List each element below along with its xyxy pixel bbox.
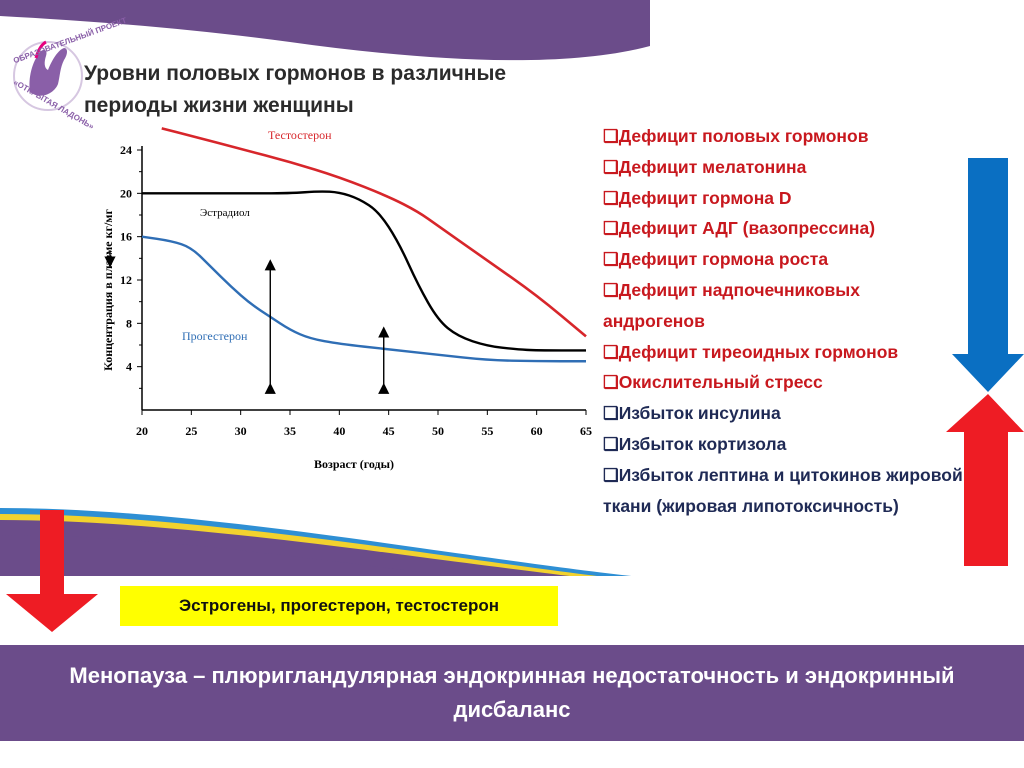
x-axis-label: Возраст (годы): [314, 457, 394, 471]
page-title-line1: Уровни половых гормонов в различные: [84, 62, 507, 85]
series-label-estradiol: Эстрадиол: [200, 207, 250, 219]
list-item: ❑Дефицит надпочечниковых андрогенов: [603, 279, 860, 331]
highlight-box-text: Эстрогены, прогестерон, тестостерон: [178, 596, 500, 615]
list-item: ❑Избыток кортизола: [603, 433, 787, 454]
list-item: ❑Дефицит гормона D: [603, 187, 792, 208]
y-tick-label: 4: [126, 360, 132, 374]
hormone-imbalance-list: ❑Дефицит половых гормонов ❑Дефицит мелат…: [603, 121, 963, 521]
list-item: ❑Окислительный стресс: [603, 372, 823, 393]
list-item: ❑Дефицит АДГ (вазопрессина): [603, 218, 876, 239]
x-tick-label: 20: [136, 424, 148, 438]
x-tick-label: 65: [580, 424, 592, 438]
list-item: ❑Избыток инсулина: [603, 403, 781, 424]
series-line-estradiol: [142, 190, 586, 352]
series-line-progesterone: [141, 235, 586, 363]
y-tick-label: 12: [120, 273, 132, 287]
bottom-band: Менопауза – плюригландулярная эндокринна…: [0, 645, 1024, 741]
x-tick-label: 55: [481, 424, 493, 438]
list-item: ❑Дефицит тиреоидных гормонов: [603, 341, 899, 362]
list-item: ❑Избыток лептина и цитокинов жировой тка…: [603, 464, 963, 516]
page-title: Уровни половых гормонов в различные пери…: [84, 58, 534, 122]
y-tick-label: 16: [120, 230, 132, 244]
series-label-progesterone: Прогестерон: [182, 329, 248, 343]
hormone-levels-chart: 20 25 30 35 40 45 50 55 60 65 4 8 12 16 20 24 Возраст (…: [101, 127, 592, 471]
highlight-box: Эстрогены, прогестерон, тестостерон: [120, 586, 558, 626]
bottom-band-text: Менопауза – плюригландулярная эндокринна…: [69, 663, 955, 722]
series-line-testosterone: [161, 127, 587, 338]
axis-ticks: 20 25 30 35 40 45 50 55 60 65 4 8 12 16 20 24: [120, 143, 592, 438]
chart-axes: [141, 146, 586, 411]
blue-down-arrow-icon: [952, 158, 1024, 392]
y-tick-label: 20: [120, 186, 132, 200]
x-tick-label: 50: [432, 424, 444, 438]
logo-open-palm: [13, 40, 83, 111]
red-down-arrow-icon: [6, 510, 98, 632]
x-tick-label: 60: [531, 424, 543, 438]
page-title-line2: периоды жизни женщины: [84, 94, 354, 117]
top-purple-band: [0, 0, 650, 61]
chart-series: [141, 127, 587, 363]
red-up-arrow-icon: [946, 394, 1024, 566]
list-item: ❑Дефицит мелатонина: [603, 156, 807, 177]
list-item: ❑Дефицит гормона роста: [603, 249, 829, 270]
x-tick-label: 25: [185, 424, 197, 438]
x-tick-label: 35: [284, 424, 296, 438]
x-tick-label: 30: [235, 424, 247, 438]
x-tick-label: 40: [333, 424, 345, 438]
y-tick-label: 8: [126, 316, 132, 330]
chart-annotations: [104, 252, 390, 394]
series-label-testosterone: Тестостерон: [268, 128, 332, 142]
y-axis-label: Концентрация в плазме кг/мг: [101, 209, 115, 371]
list-item: ❑Дефицит половых гормонов: [603, 126, 869, 146]
y-tick-label: 24: [120, 143, 132, 157]
x-tick-label: 45: [383, 424, 395, 438]
